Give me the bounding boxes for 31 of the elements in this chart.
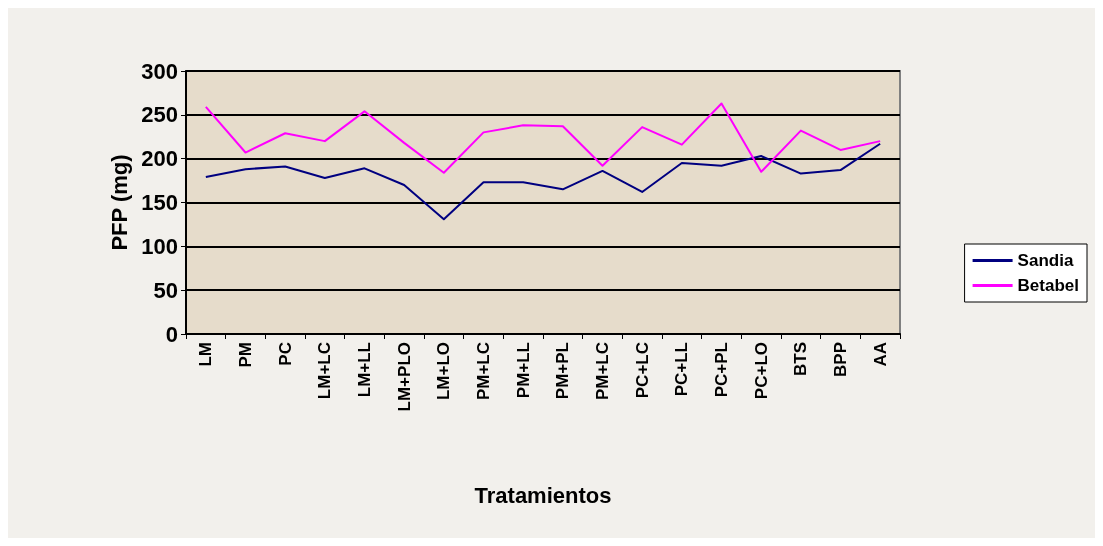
x-tick-label: PM bbox=[236, 342, 255, 368]
y-tick-label: 250 bbox=[141, 102, 178, 128]
x-tick-label: LM+PLO bbox=[394, 342, 414, 412]
x-tick-label: BPP bbox=[831, 342, 850, 377]
x-tick-label: PM+PL bbox=[553, 342, 573, 400]
y-tick-label: 50 bbox=[153, 277, 178, 303]
line-series bbox=[204, 102, 882, 174]
legend-label: Sandia bbox=[1017, 251, 1074, 270]
x-tick-label: PC+PL bbox=[712, 342, 731, 398]
x-tick-label: PM+LL bbox=[513, 342, 533, 399]
line-series bbox=[204, 142, 882, 221]
x-axis-title: Tratamientos bbox=[474, 482, 612, 508]
x-tick-label: LM+LL bbox=[355, 342, 374, 398]
x-tick-label: PC+LL bbox=[672, 342, 692, 397]
legend-label: Betabel bbox=[1017, 276, 1080, 295]
y-tick-label: 100 bbox=[141, 233, 178, 259]
x-tick-label: LM bbox=[196, 342, 216, 367]
y-tick-label: 200 bbox=[141, 146, 178, 172]
x-tick-label: BTS bbox=[791, 342, 811, 376]
x-tick-label: PM+LC bbox=[593, 342, 612, 401]
x-tick-label: AA bbox=[870, 342, 890, 367]
x-tick-label: PC+LO bbox=[751, 342, 771, 400]
x-tick-label: LM+LO bbox=[434, 342, 454, 401]
x-tick-label: PC bbox=[275, 342, 295, 366]
x-tick-label: PM+LC bbox=[474, 342, 493, 401]
y-tick-label: 300 bbox=[141, 58, 178, 84]
y-axis-title: PFP (mg) bbox=[106, 154, 132, 251]
y-tick-label: 150 bbox=[141, 190, 178, 215]
x-tick-label: PC+LC bbox=[632, 342, 652, 399]
x-tick-label: LM+LC bbox=[315, 342, 335, 400]
y-tick-label: 0 bbox=[165, 321, 178, 347]
